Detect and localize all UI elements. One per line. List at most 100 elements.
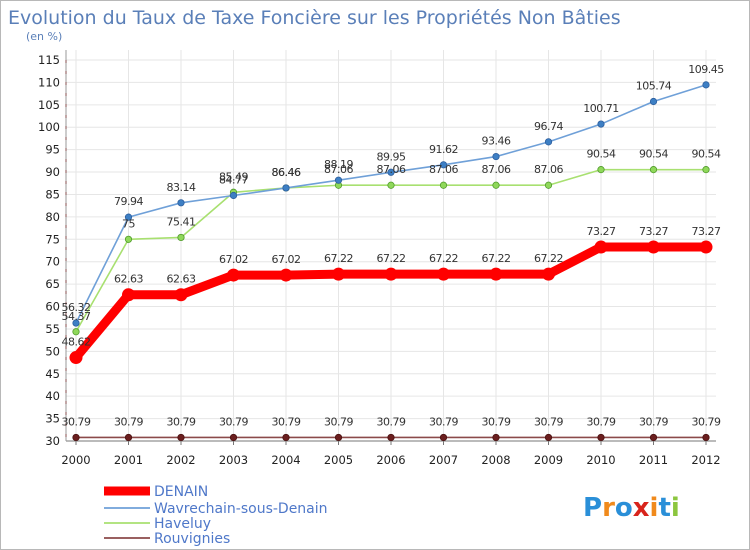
data-label: 91.62 bbox=[429, 143, 458, 156]
data-label: 93.46 bbox=[482, 135, 511, 148]
data-label: 73.27 bbox=[587, 225, 616, 238]
data-label: 30.79 bbox=[692, 415, 721, 428]
y-tick-label: 95 bbox=[45, 143, 60, 157]
legend: DENAINWavrechain-sous-DenainHaveluyRouvi… bbox=[104, 484, 328, 547]
data-point bbox=[439, 433, 448, 442]
legend-label: Haveluy bbox=[154, 516, 211, 532]
data-point bbox=[699, 240, 713, 254]
data-label: 56.32 bbox=[62, 301, 91, 314]
data-label: 67.22 bbox=[324, 252, 353, 265]
data-point bbox=[72, 433, 80, 442]
data-point bbox=[332, 267, 345, 281]
data-point bbox=[492, 181, 500, 189]
x-tick-label: 2002 bbox=[166, 453, 195, 467]
data-point bbox=[384, 267, 398, 281]
data-point bbox=[544, 181, 553, 189]
x-tick-label: 2011 bbox=[639, 453, 668, 467]
data-point bbox=[647, 240, 660, 254]
data-label: 30.79 bbox=[219, 415, 248, 428]
data-point bbox=[702, 166, 710, 174]
data-label: 105.74 bbox=[636, 80, 672, 93]
data-label: 73.27 bbox=[692, 225, 721, 238]
logo-letter: x bbox=[633, 493, 650, 523]
data-point bbox=[542, 267, 555, 281]
data-label: 86.46 bbox=[272, 166, 301, 179]
y-tick-label: 55 bbox=[45, 322, 60, 336]
data-label: 30.79 bbox=[324, 415, 353, 428]
data-label: 87.06 bbox=[377, 163, 406, 176]
data-label: 88.19 bbox=[324, 158, 353, 171]
data-label: 87.06 bbox=[534, 163, 563, 176]
data-label: 87.06 bbox=[482, 163, 511, 176]
data-point bbox=[597, 433, 605, 442]
y-tick-label: 110 bbox=[38, 75, 60, 89]
y-tick-label: 40 bbox=[45, 389, 60, 403]
data-point bbox=[489, 267, 503, 281]
data-labels: 48.62 62.63 62.63 67.02 67.02 67.22 67.22 67.22… bbox=[62, 63, 725, 429]
data-label: 67.02 bbox=[272, 253, 301, 266]
logo-letter: o bbox=[615, 493, 633, 523]
logo-letter: P bbox=[583, 493, 602, 523]
data-label: 75.41 bbox=[167, 215, 196, 228]
data-point bbox=[282, 433, 290, 442]
data-point bbox=[177, 433, 185, 442]
x-tick-label: 2003 bbox=[219, 453, 248, 467]
x-tick-label: 2008 bbox=[481, 453, 510, 467]
data-label: 86.46 bbox=[272, 166, 301, 179]
data-label: 79.94 bbox=[114, 195, 143, 208]
x-axis-ticks: 2000 2001 2002 2003 2004 2005 2006 2007 2008 2009… bbox=[61, 453, 720, 467]
data-label: 67.22 bbox=[534, 252, 563, 265]
data-point bbox=[702, 433, 710, 442]
data-label: 62.63 bbox=[167, 273, 196, 286]
y-tick-label: 70 bbox=[45, 255, 60, 269]
data-point bbox=[387, 181, 395, 189]
data-label: 89.95 bbox=[377, 150, 406, 163]
data-label: 30.79 bbox=[587, 415, 616, 428]
data-point bbox=[597, 166, 605, 174]
data-label: 67.02 bbox=[219, 253, 248, 266]
data-label: 30.79 bbox=[482, 415, 511, 428]
data-point bbox=[544, 433, 553, 442]
y-tick-label: 65 bbox=[45, 277, 60, 291]
y-tick-label: 105 bbox=[38, 98, 60, 112]
data-point bbox=[174, 288, 188, 302]
data-label: 87.06 bbox=[324, 163, 353, 176]
data-point bbox=[649, 97, 658, 106]
data-point bbox=[649, 166, 658, 174]
data-label: 90.54 bbox=[587, 148, 616, 161]
data-label: 30.79 bbox=[272, 415, 301, 428]
data-label: 30.79 bbox=[167, 415, 196, 428]
data-point bbox=[229, 191, 238, 200]
y-tick-label: 35 bbox=[45, 412, 60, 426]
data-label: 30.79 bbox=[62, 415, 91, 428]
y-tick-label: 45 bbox=[45, 367, 60, 381]
data-point bbox=[124, 433, 133, 442]
data-label: 87.06 bbox=[429, 163, 458, 176]
data-point bbox=[334, 433, 343, 442]
data-point bbox=[69, 351, 83, 365]
x-tick-label: 2001 bbox=[114, 453, 143, 467]
x-tick-label: 2012 bbox=[691, 453, 720, 467]
data-point bbox=[597, 120, 605, 128]
x-tick-label: 2000 bbox=[61, 453, 90, 467]
legend-label: DENAIN bbox=[154, 484, 208, 500]
data-label: 30.79 bbox=[534, 415, 563, 428]
data-label: 109.45 bbox=[688, 63, 724, 76]
data-point bbox=[72, 319, 80, 327]
logo-letter: r bbox=[602, 493, 615, 523]
data-point bbox=[492, 433, 500, 442]
data-label: 75 bbox=[122, 217, 135, 230]
y-tick-label: 75 bbox=[45, 232, 60, 246]
data-point bbox=[124, 235, 133, 243]
data-label: 30.79 bbox=[114, 415, 143, 428]
x-tick-label: 2007 bbox=[429, 453, 458, 467]
series-group bbox=[69, 81, 713, 442]
data-point bbox=[227, 268, 240, 282]
data-point bbox=[72, 328, 80, 336]
data-point bbox=[124, 213, 133, 221]
y-tick-label: 80 bbox=[45, 210, 60, 224]
data-point bbox=[492, 152, 500, 161]
y-tick-label: 90 bbox=[45, 165, 60, 179]
data-label: 30.79 bbox=[429, 415, 458, 428]
